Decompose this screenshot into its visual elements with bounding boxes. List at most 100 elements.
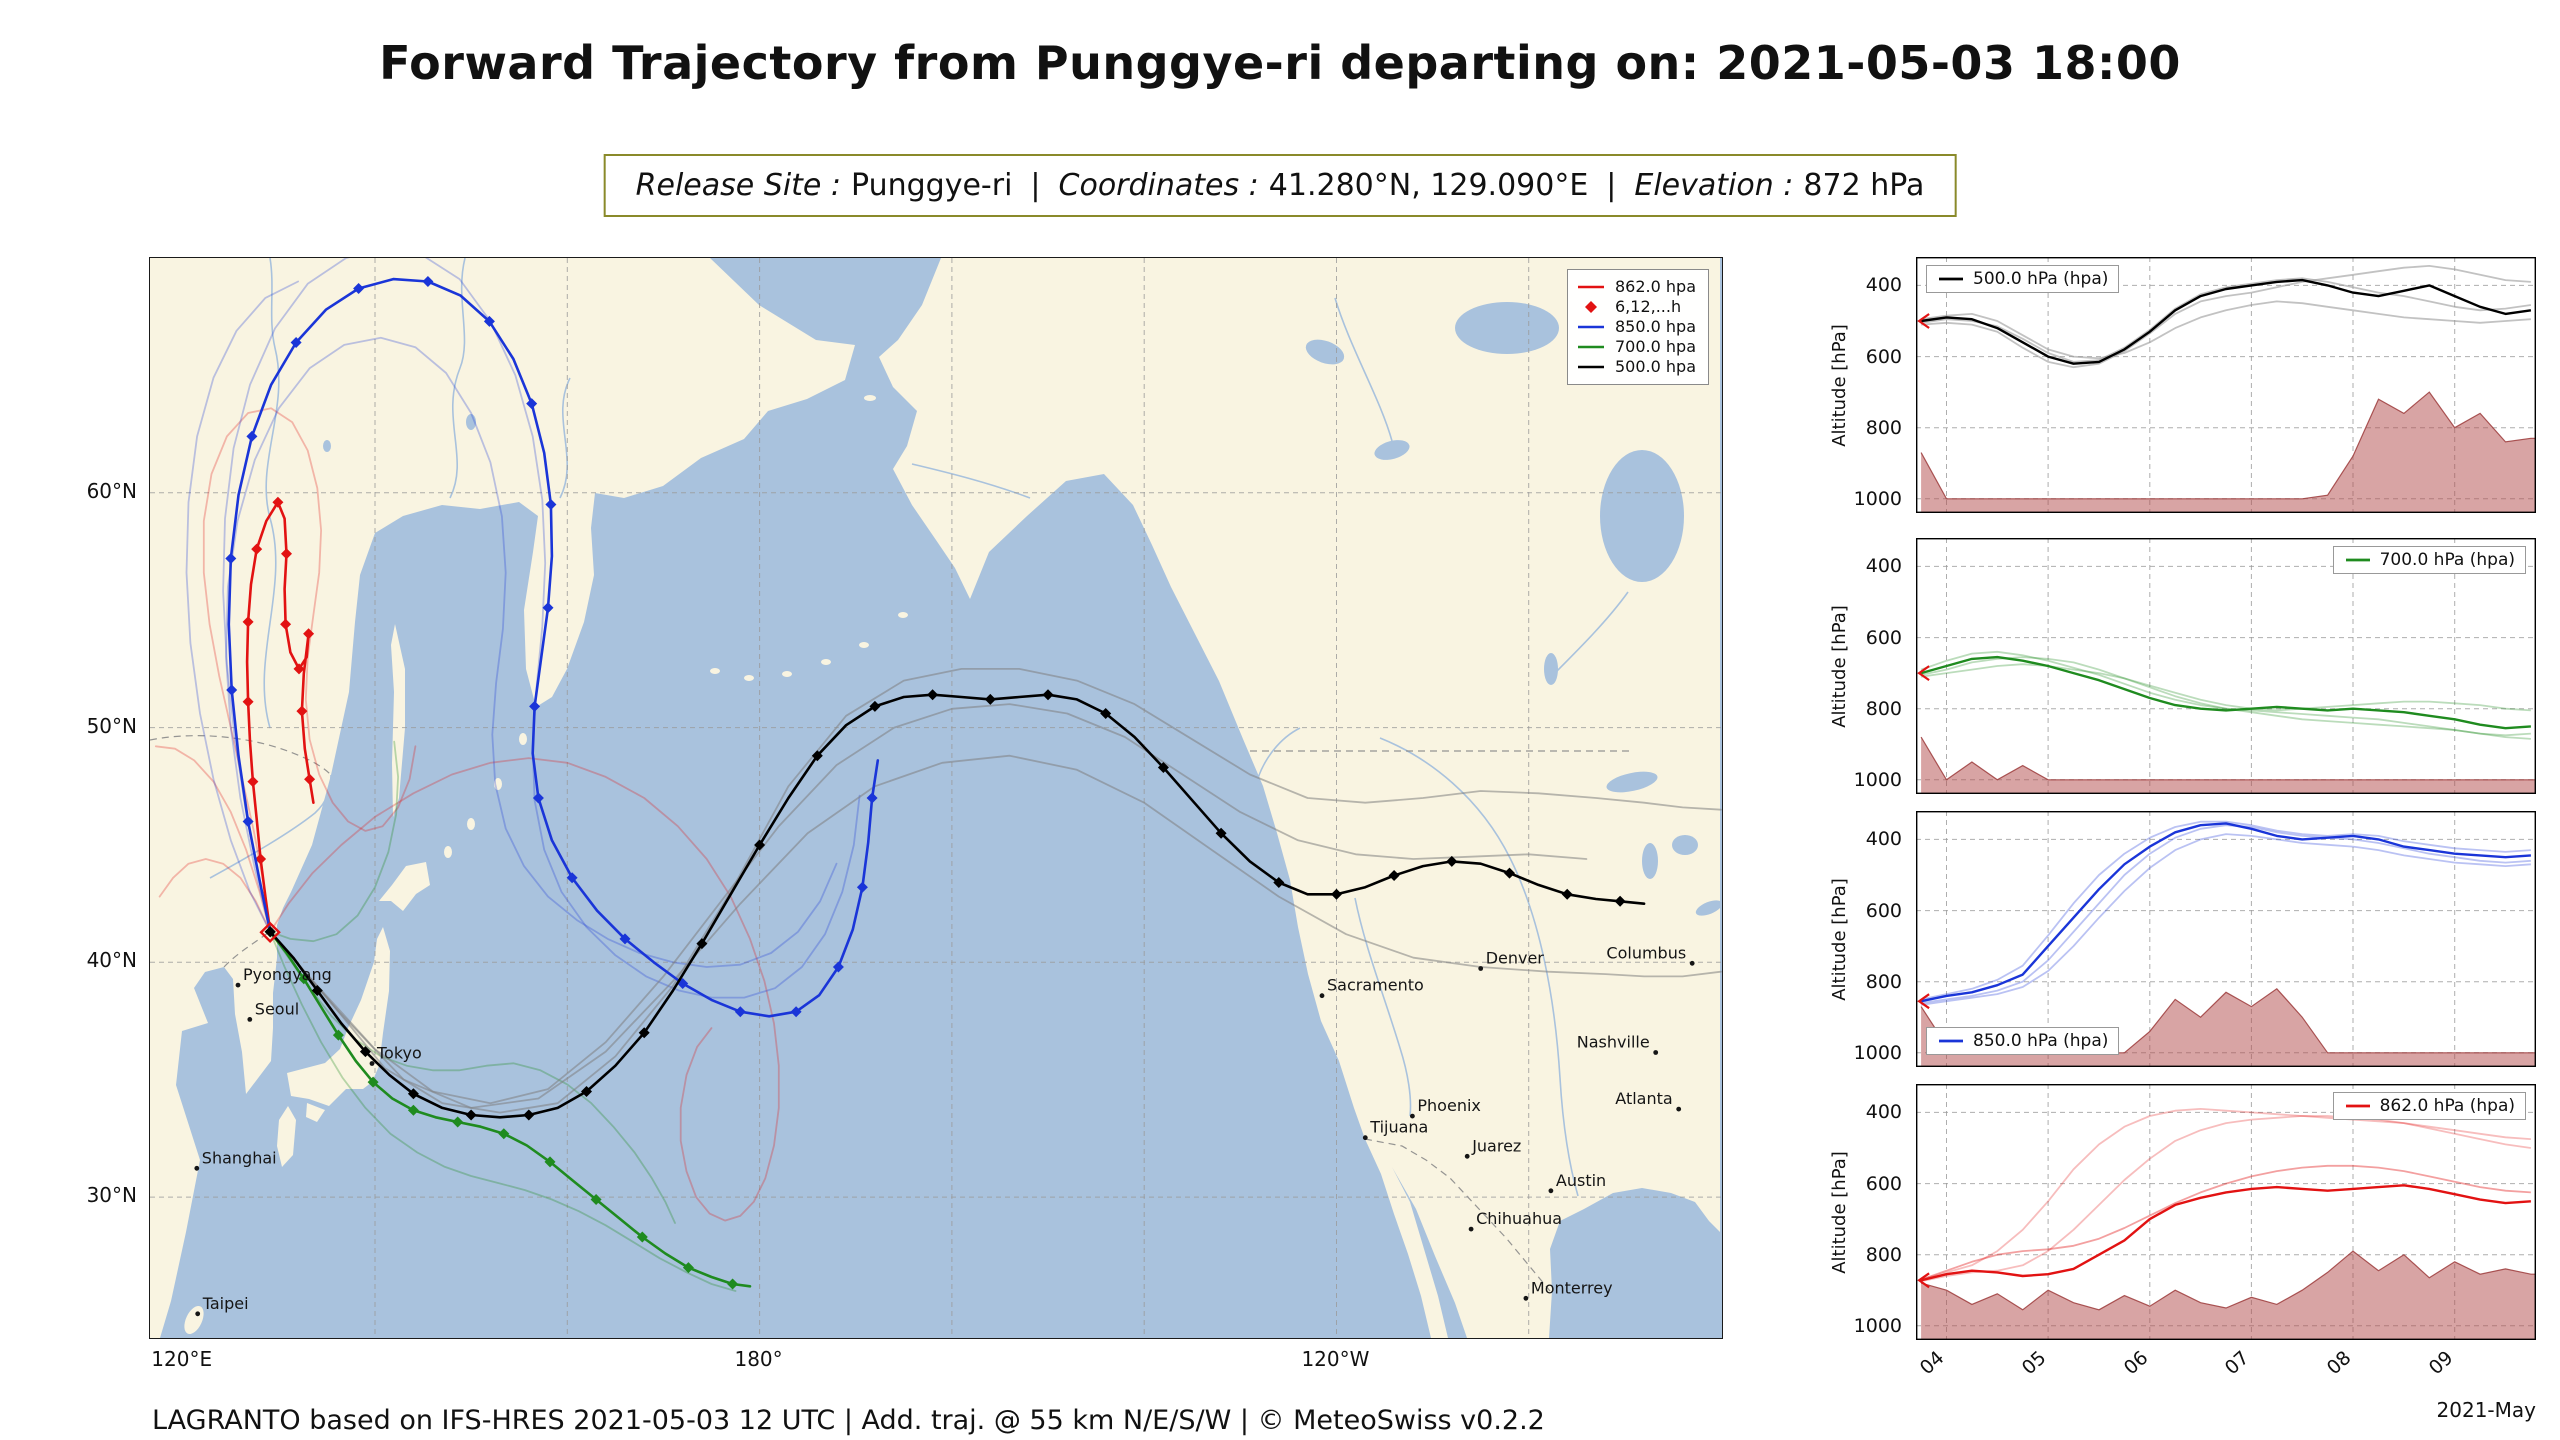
- trajectory-time-marker: [754, 839, 766, 851]
- st-lawrence-island: [864, 395, 876, 401]
- panel-ytick-label: 1000: [1853, 487, 1902, 510]
- elevation-value: 872 hPa: [1803, 168, 1925, 203]
- trajectory-time-marker: [226, 684, 238, 696]
- trajectory-time-marker: [532, 792, 544, 804]
- line-sample-icon: [1578, 325, 1604, 329]
- trajectory-time-marker: [353, 283, 365, 294]
- panel-xtick-label: 06: [2119, 1346, 2153, 1380]
- trajectory-time-marker: [869, 700, 881, 712]
- line-sample-icon: [1939, 277, 1963, 281]
- panel-ytick-label: 1000: [1853, 768, 1902, 791]
- start-marker: [1917, 665, 1930, 682]
- city-dot: [195, 1311, 201, 1317]
- trajectory-time-marker: [1388, 870, 1400, 881]
- line-sample-icon: [2345, 1104, 2370, 1108]
- coordinates-value: 41.280°N, 129.090°E: [1268, 168, 1589, 203]
- panel-ytick-label: 800: [1865, 970, 1902, 993]
- trajectory-862-ens-3: [202, 407, 417, 933]
- city-label: Shanghai: [202, 1148, 277, 1167]
- trajectory-time-marker: [272, 496, 284, 508]
- altitude-panel-700hpa: Altitude [hPa] 400 600 800 1000 700.0 hPa (h…: [1829, 538, 2536, 794]
- indigirka-river: [559, 377, 571, 499]
- city-label: Tokyo: [376, 1044, 422, 1063]
- terrain-area: [1921, 988, 2536, 1067]
- aleutian-island: [859, 642, 869, 648]
- panel-xtick-label: 07: [2221, 1346, 2254, 1380]
- trajectory-time-marker: [359, 1046, 371, 1058]
- trajectory-time-marker: [422, 276, 434, 287]
- hokkaido-island: [379, 862, 430, 911]
- map-xtick-label: 180°: [734, 1347, 783, 1371]
- trajectory-time-marker: [242, 616, 254, 628]
- altitude-panel-862hpa: Altitude [hPa] 400 600 800 1000 862.0 hPa (h…: [1829, 1084, 2536, 1379]
- panel-ytick-label: 800: [1865, 697, 1902, 720]
- city-label: Nashville: [1577, 1033, 1650, 1052]
- map-trajectories-layer: Pyongyang Seoul Tokyo Shanghai Taipei Denver S…: [150, 258, 1722, 1338]
- trajectory-700-ens-3: [269, 740, 400, 943]
- ensemble-line: [1920, 663, 2531, 712]
- terrain-area: [1921, 737, 2536, 794]
- map-legend-item: 850.0 hpa: [1576, 317, 1696, 337]
- altitude-panel-850hpa: Altitude [hPa] 400 600 800 1000 850.0 hPa (h…: [1829, 811, 2536, 1067]
- city-dot: [1410, 1113, 1415, 1119]
- coordinates-label: Coordinates :: [1058, 168, 1259, 203]
- panel-ytick-label: 600: [1865, 1172, 1902, 1195]
- trajectory-500-ens-2: [269, 754, 1722, 1109]
- map-geography: [150, 258, 1722, 1338]
- trajectory-time-marker: [542, 602, 554, 614]
- panel-xtick-label: 05: [2017, 1346, 2051, 1380]
- city-dot: [1653, 1050, 1659, 1055]
- terrain-outline: [1920, 1250, 2536, 1311]
- city-label: Austin: [1556, 1171, 1606, 1190]
- trajectory-time-marker: [1042, 689, 1054, 701]
- city-dot: [1689, 960, 1695, 966]
- trajectory-862.0-hpa: [245, 500, 315, 934]
- panel-frame: [1916, 538, 2536, 794]
- trajectory-time-marker: [1215, 827, 1227, 839]
- line-sample-icon: [2345, 558, 2370, 562]
- city-dot: [1523, 1295, 1529, 1301]
- trajectory-time-marker: [247, 776, 259, 788]
- start-marker: [1917, 993, 1930, 1010]
- trajectory-time-marker: [581, 1086, 592, 1097]
- release-site-label: Release Site :: [635, 168, 842, 203]
- figure-title: Forward Trajectory from Punggye-ri depar…: [379, 36, 2181, 90]
- trajectory-700.0-hpa: [268, 930, 752, 1288]
- shikoku-island: [306, 1103, 325, 1122]
- trajectory-time-marker: [246, 430, 258, 442]
- lake-erie: [1695, 900, 1722, 916]
- great-bear-lake: [1305, 339, 1345, 365]
- separator: |: [1030, 168, 1041, 203]
- trajectory-time-marker: [984, 693, 996, 705]
- city-dot: [1464, 1153, 1470, 1159]
- city-dot: [1548, 1188, 1554, 1194]
- trajectory-time-marker: [523, 1109, 535, 1121]
- trajectory-time-marker: [927, 689, 939, 701]
- map-legend-item: 6,12,...h: [1576, 297, 1696, 317]
- city-dot: [1478, 966, 1484, 971]
- hudson-bay: [1600, 450, 1684, 582]
- lake-michigan: [1642, 843, 1658, 879]
- main-altitude-line: [1920, 655, 2531, 730]
- trajectory-time-marker: [296, 705, 308, 717]
- terrain-outline: [1920, 391, 2536, 500]
- trajectory-time-marker: [1157, 762, 1169, 773]
- aleutian-island: [710, 668, 720, 674]
- map-legend-label: 700.0 hpa: [1615, 337, 1696, 356]
- release-site-marker: [259, 921, 281, 943]
- trajectory-time-marker: [407, 1088, 419, 1100]
- ensemble-line: [1921, 264, 2531, 369]
- map-xtick-label: 120°W: [1301, 1347, 1370, 1371]
- panel-legend: 850.0 hPa (hpa): [1926, 1027, 2120, 1055]
- ensemble-line: [1920, 300, 2531, 360]
- trajectory-time-marker: [856, 881, 868, 893]
- city-dot: [369, 1061, 375, 1066]
- trajectory-time-marker: [1446, 855, 1458, 867]
- trajectory-time-marker: [281, 548, 292, 560]
- kuril-island: [494, 778, 502, 790]
- map-legend-label: 862.0 hpa: [1615, 277, 1696, 296]
- ensemble-line: [1920, 1115, 2532, 1283]
- altitude-panel-500hpa: Altitude [hPa] 400 600 800 1000 500.0 hPa (h…: [1829, 257, 2536, 513]
- trajectory-time-marker: [636, 1231, 648, 1243]
- trajectory-time-marker: [465, 1109, 477, 1121]
